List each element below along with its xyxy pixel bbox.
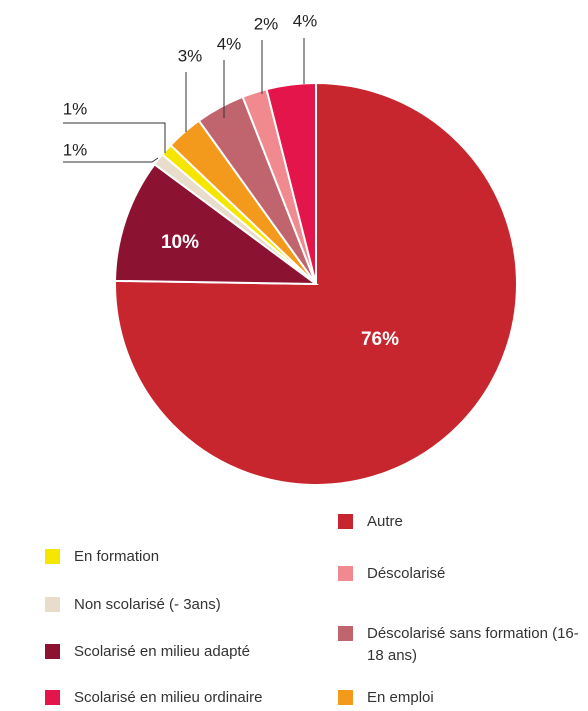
data-label: 4% [217,34,242,53]
chart: 76% 10% 1% 1% 3% 4% 2% 4% [63,11,518,486]
data-label: 10% [161,232,199,253]
data-label: 4% [293,11,318,30]
leader-line [63,157,159,163]
legend-label: Non scolarisé (- 3ans) [74,596,221,613]
pie-slice [265,81,317,285]
data-label: 1% [63,140,88,159]
legend-item: Scolarisé en milieu ordinaire [45,687,262,709]
data-label: 76% [361,329,399,350]
legend-swatch [338,690,353,705]
legend-item: En emploi [338,687,434,709]
legend-label: En emploi [367,689,434,706]
legend-item: Déscolarisé [338,563,445,585]
legend-swatch [338,626,353,641]
data-label: 2% [254,14,279,33]
legend-swatch [338,566,353,581]
legend-item: Non scolarisé (- 3ans) [45,594,221,616]
legend-item: En formation [45,546,159,568]
legend-swatch [338,514,353,529]
leader-line [63,122,166,153]
legend-item: Scolarisé en milieu adapté [45,641,250,663]
legend-swatch [45,690,60,705]
legend-item: Déscolarisé sans formation (16-18 ans) [338,623,588,667]
data-label: 1% [63,99,88,118]
legend-item: Autre [338,511,403,533]
legend-label: Déscolarisé [367,565,446,582]
legend-swatch [45,549,60,564]
legend-label: Scolarisé en milieu ordinaire [74,689,263,706]
legend-swatch [45,644,60,659]
legend-swatch [45,597,60,612]
legend-label: Autre [367,513,403,530]
legend-label: Scolarisé en milieu adapté [74,643,250,660]
data-label: 3% [178,46,203,65]
legend-label: En formation [74,548,160,565]
pie-slice [114,162,320,286]
legend-label: Déscolarisé sans formation (16-18 ans) [367,625,579,664]
